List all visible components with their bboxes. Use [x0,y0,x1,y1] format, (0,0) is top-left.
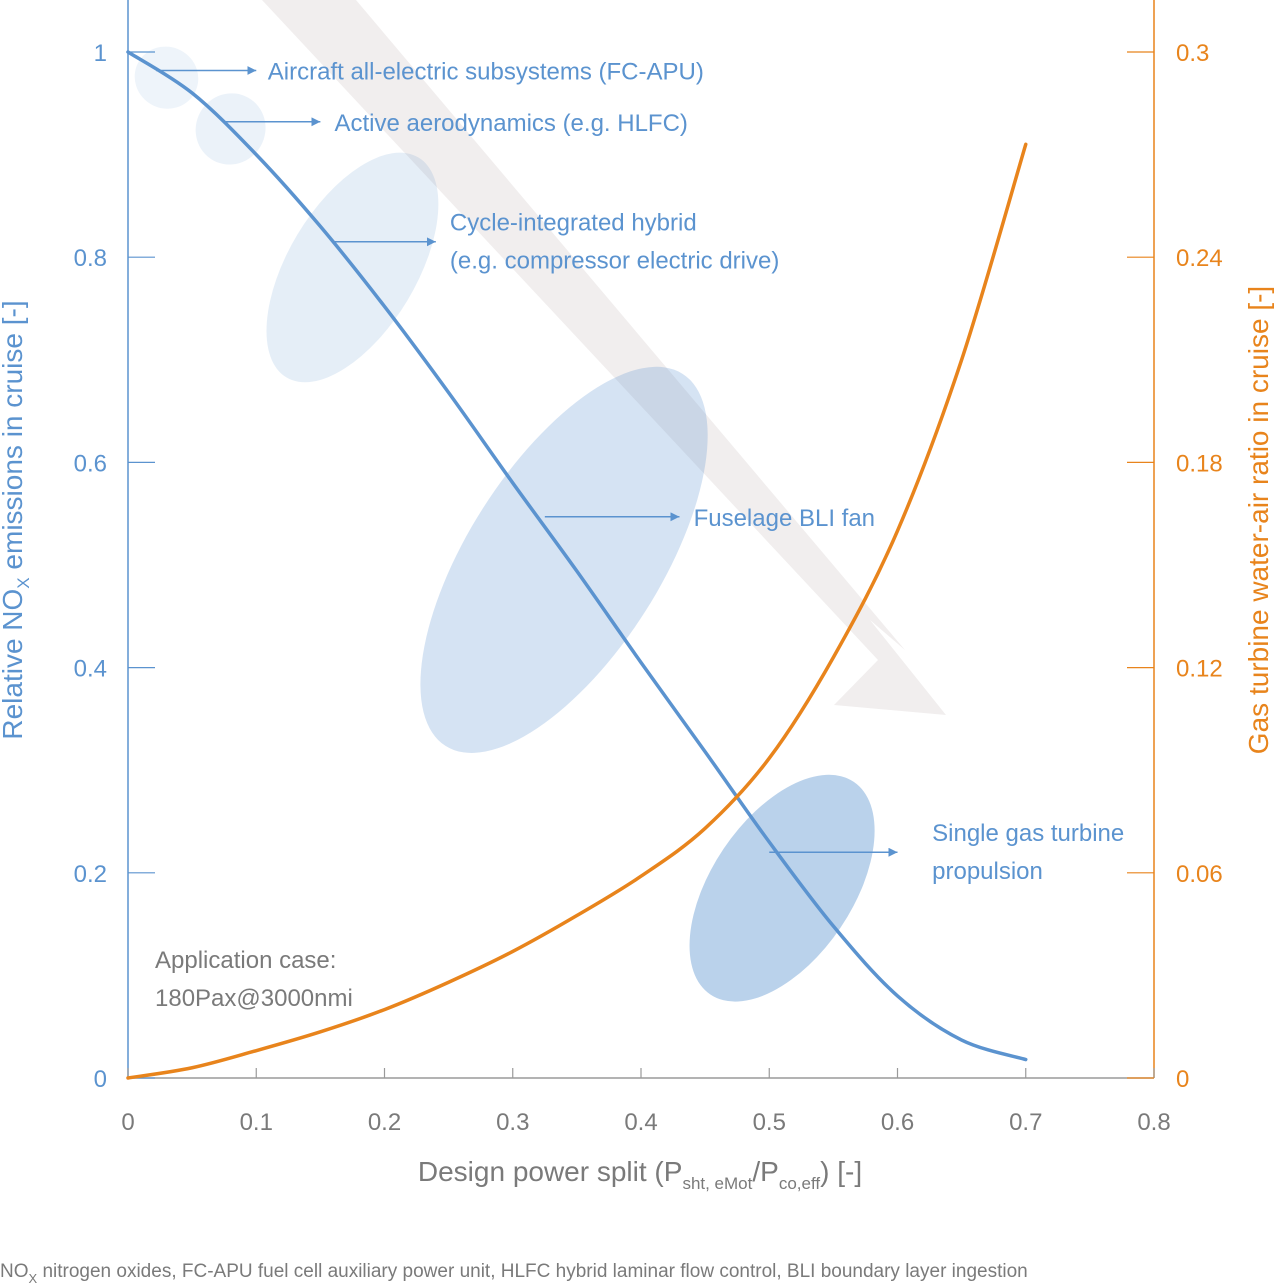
y-left-tick-label: 0.6 [74,450,107,477]
annotation-label: Fuselage BLI fan [694,505,875,532]
y-axis-left-title: Relative NOX emissions in cruise [-] [0,300,33,739]
x-tick-label: 0.6 [881,1109,914,1136]
y-right-tick-label: 0.18 [1176,450,1223,477]
annotation-line: Cycle-integrated hybrid [450,209,697,236]
annotation-label: Single gas turbine propulsion [932,820,1124,885]
x-tick-label: 0 [121,1109,134,1136]
y-axis-right-title: Gas turbine water-air ratio in cruise [-… [1243,286,1274,754]
application-case-line-1: Application case: [155,947,336,974]
trend-arrow-icon [262,0,946,715]
y-left-tick-label: 0.2 [74,861,107,888]
technology-ellipse [134,46,199,109]
y-right-tick-label: 0.06 [1176,861,1223,888]
x-tick-label: 0.7 [1009,1109,1042,1136]
annotation-line: Single gas turbine [932,820,1124,847]
x-tick-label: 0.2 [368,1109,401,1136]
annotation-line: (e.g. compressor electric drive) [450,247,779,274]
annotation-line: propulsion [932,858,1043,885]
footnote: NOX nitrogen oxides, FC-APU fuel cell au… [0,1261,1028,1286]
application-case-line-2: 180Pax@3000nmi [155,985,353,1012]
nox-emissions-line [126,50,1028,1062]
technology-ellipse [420,366,708,753]
y-right-tick-label: 0 [1176,1066,1189,1093]
y-left-tick-label: 0.4 [74,656,107,683]
x-tick-label: 0.5 [753,1109,786,1136]
x-tick-label: 0.4 [624,1109,657,1136]
y-right-tick-label: 0.3 [1176,40,1209,67]
application-case-note: Application case: 180Pax@3000nmi [155,947,353,1012]
technology-ellipse [689,774,875,1002]
x-tick-label: 0.8 [1137,1109,1170,1136]
x-tick-label: 0.3 [496,1109,529,1136]
y-right-tick-label: 0.24 [1176,245,1223,272]
annotation-label: Active aerodynamics (e.g. HLFC) [334,110,687,137]
annotation-label: Aircraft all-electric subsystems (FC-APU… [268,58,704,85]
y-right-tick-label: 0.12 [1176,656,1223,683]
y-left-tick-label: 1 [94,40,107,67]
water-air-ratio-line [126,142,1028,1080]
y-left-tick-label: 0 [94,1066,107,1093]
y-left-tick-label: 0.8 [74,245,107,272]
annotation-line: Active aerodynamics (e.g. HLFC) [334,110,687,137]
annotation-label: Cycle-integrated hybrid (e.g. compressor … [450,209,779,274]
annotation-line: Aircraft all-electric subsystems (FC-APU… [268,58,704,85]
x-axis-title: Design power split (Psht, eMot/Pco,eff) … [418,1156,862,1193]
x-tick-label: 0.1 [240,1109,273,1136]
annotation-line: Fuselage BLI fan [694,505,875,532]
